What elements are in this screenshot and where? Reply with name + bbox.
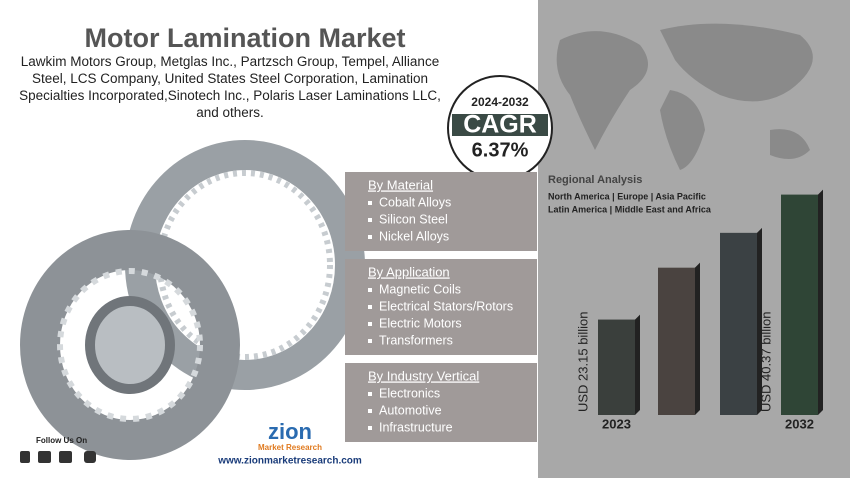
follow-label: Follow Us On xyxy=(36,436,87,445)
cagr-band xyxy=(452,114,548,136)
segment-item: Cobalt Alloys xyxy=(379,195,451,209)
value-label: USD 23.15 billion xyxy=(575,312,590,412)
segment-title: By Industry Vertical xyxy=(368,368,479,383)
bullet xyxy=(368,201,372,205)
cagr-period: 2024-2032 xyxy=(471,95,529,109)
segment-title: By Application xyxy=(368,264,450,279)
segment-box xyxy=(345,363,537,442)
logo: zion xyxy=(268,419,312,444)
segments: By Material Cobalt Alloys Silicon Steel Nic… xyxy=(345,172,537,442)
bullet xyxy=(368,218,372,222)
value-label: USD 40.37 billion xyxy=(758,312,773,412)
bullet xyxy=(368,409,372,413)
segment-box xyxy=(345,172,537,251)
url[interactable]: www.zionmarketresearch.com xyxy=(217,456,362,467)
bar-side xyxy=(635,314,640,415)
cagr-label: CAGR xyxy=(463,111,537,139)
segment-item: Transformers xyxy=(379,333,453,347)
segment-item: Electrical Stators/Rotors xyxy=(379,299,513,313)
segment-box xyxy=(345,259,537,355)
bar xyxy=(781,194,818,415)
bullet xyxy=(368,426,372,430)
regional-title: Regional Analysis xyxy=(548,174,642,186)
bullet xyxy=(368,322,372,326)
bar xyxy=(720,232,757,415)
bullet xyxy=(368,305,372,309)
chart: 2023 USD 23.15 billion 2032 USD 40.37 billi… xyxy=(575,189,823,431)
segment-item: Electronics xyxy=(379,386,440,400)
companies-text: Lawkim Motors Group, Metglas Inc., Partz… xyxy=(19,54,441,120)
regional-line: Latin America | Middle East and Africa xyxy=(548,204,712,214)
bullet xyxy=(368,392,372,396)
world-map xyxy=(556,23,813,170)
bar xyxy=(658,267,695,415)
segment-item: Automotive xyxy=(379,403,442,417)
x-tick-label: 2032 xyxy=(785,416,814,431)
social-icons xyxy=(20,451,96,463)
bar-side xyxy=(818,189,823,415)
cagr-value: 6.37% xyxy=(472,139,529,161)
x-tick-label: 2023 xyxy=(602,416,631,431)
bar-side xyxy=(695,262,700,415)
regional-line: North America | Europe | Asia Pacific xyxy=(548,191,706,201)
segment-title: By Material xyxy=(368,177,433,192)
bar xyxy=(598,319,635,415)
segment-item: Silicon Steel xyxy=(379,212,448,226)
bullet xyxy=(368,339,372,343)
segment-item: Infrastructure xyxy=(379,420,453,434)
logo-sub: Market Research xyxy=(258,443,322,452)
bullet xyxy=(368,235,372,239)
title: Motor Lamination Market xyxy=(84,23,405,53)
bullet xyxy=(368,288,372,292)
companies: Lawkim Motors Group, Metglas Inc., Partz… xyxy=(19,54,441,120)
segment-item: Nickel Alloys xyxy=(379,229,449,243)
segment-item: Electric Motors xyxy=(379,316,462,330)
bar-side xyxy=(757,227,762,415)
segment-item: Magnetic Coils xyxy=(379,282,461,296)
